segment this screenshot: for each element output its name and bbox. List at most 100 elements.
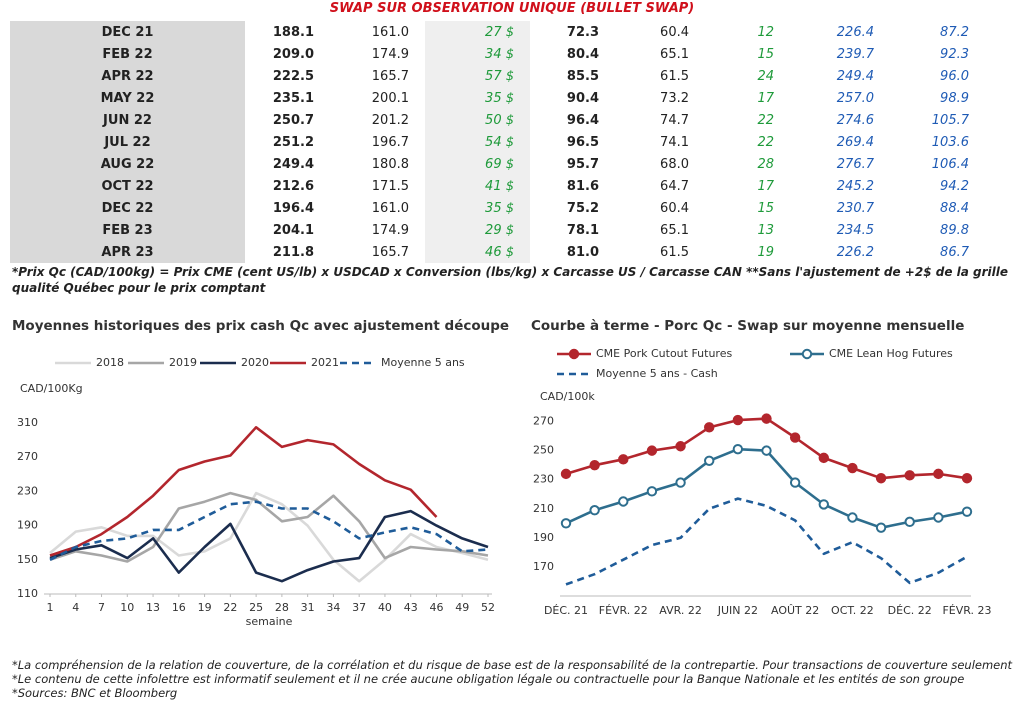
table-row: FEB 23 204.1 174.9 29 $ 78.1 65.1 13 234.5 89.8 [10,219,985,241]
chart-title: Courbe à terme - Porc Qc - Swap sur moye… [531,318,964,334]
x-tick-label: 16 [172,601,186,614]
cell: 64.7 [660,178,689,194]
cell: 105.7 [931,112,969,128]
legend-label: CME Pork Cutout Futures [596,347,732,360]
cell: 78.1 [566,222,599,238]
legend-label: 2018 [96,356,124,369]
cell: 86.7 [940,244,969,260]
cell: 96.0 [940,68,969,84]
cell: 57 $ [425,65,530,87]
cell: 22 [757,112,774,128]
x-tick-label: 19 [198,601,212,614]
x-tick-label: FÉVR. 22 [599,604,648,617]
cell: 75.2 [566,200,599,216]
table-row: DEC 22 196.4 161.0 35 $ 75.2 60.4 15 230.7 88.4 [10,197,985,219]
cell: 87.2 [940,24,969,40]
y-axis-label: CAD/100Kg [20,382,83,395]
x-tick-label: 46 [429,601,443,614]
x-tick-label: AVR. 22 [659,604,702,617]
legend-label: Moyenne 5 ans [381,356,465,369]
marker [904,470,915,481]
marker [646,445,658,456]
cell: 22 [757,134,774,150]
marker [933,512,944,523]
y-tick-label: 310 [17,416,38,429]
x-tick-label: 10 [120,601,134,614]
row-label: JUN 22 [10,109,245,131]
row-label: DEC 21 [10,21,245,43]
marker [761,445,772,456]
cell: 230.7 [836,200,874,216]
cell: 106.4 [931,156,969,172]
cell: 204.1 [272,222,314,238]
marker [933,468,944,480]
cell: 226.4 [836,24,874,40]
cell: 94.2 [940,178,969,194]
marker [589,459,600,471]
x-tick-label: 34 [326,601,340,614]
cell: 27 $ [425,21,530,43]
row-label: AUG 22 [10,153,245,175]
cell: 35 $ [425,197,530,219]
cell: 74.1 [660,134,689,150]
chart-title: Moyennes historiques des prix cash Qc av… [12,318,509,334]
cell: 90.4 [566,90,599,106]
y-tick-label: 110 [17,587,38,600]
cell: 68.0 [660,156,689,172]
cell: 171.5 [371,178,409,194]
legend-label: CME Lean Hog Futures [829,347,953,360]
cell: 250.7 [272,112,314,128]
row-label: MAY 22 [10,87,245,109]
marker [875,473,887,484]
cell: 98.9 [940,90,969,106]
cell: 85.5 [566,68,599,84]
cell: 46 $ [425,241,530,263]
cell: 60.4 [660,24,689,40]
x-tick-label: DÉC. 21 [544,604,588,617]
row-label: FEB 23 [10,219,245,241]
cell: 35 $ [425,87,530,109]
cell: 196.7 [371,134,409,150]
cell: 19 [757,244,774,260]
cell: 245.2 [836,178,874,194]
footnote: *Le contenu de cette infolettre est info… [12,672,965,686]
x-tick-label: 25 [249,601,263,614]
x-tick-label: AOÛT 22 [771,604,819,617]
cell: 61.5 [660,244,689,260]
cell: 41 $ [425,175,530,197]
cell: 54 $ [425,131,530,153]
marker [961,473,973,484]
marker [704,455,715,466]
table-row: DEC 21 188.1 161.0 27 $ 72.3 60.4 12 226.4 87.2 [10,21,985,43]
marker [904,516,915,528]
legend-label: 2020 [241,356,269,369]
cell: 65.1 [660,46,689,62]
marker [875,522,887,533]
x-tick-label: DÉC. 22 [888,604,932,617]
x-tick-label: 37 [352,601,366,614]
footer: *La compréhension de la relation de couv… [12,658,1012,700]
cell: 274.6 [836,112,874,128]
marker [847,512,858,523]
x-tick-label: OCT. 22 [831,604,874,617]
marker [675,441,686,452]
cell: 161.0 [371,200,409,216]
cell: 92.3 [940,46,969,62]
cell: 17 [757,90,774,106]
footnote: *La compréhension de la relation de couv… [12,658,1013,672]
cell: 34 $ [425,43,530,65]
y-tick-label: 230 [533,473,554,486]
cell: 29 $ [425,219,530,241]
cell: 96.5 [566,134,599,150]
cell: 74.7 [660,112,689,128]
cell: 24 [757,68,774,84]
table-row: JUL 22 251.2 196.7 54 $ 96.5 74.1 22 269.4 103.6 [10,131,985,153]
swap-table: DEC 21 188.1 161.0 27 $ 72.3 60.4 12 226.4 87.2 F… [10,21,985,263]
row-label: FEB 22 [10,43,245,65]
cell: 174.9 [371,222,409,238]
cell: 201.2 [371,112,409,128]
table-row: OCT 22 212.6 171.5 41 $ 81.6 64.7 17 245.2 94.2 [10,175,985,197]
marker [761,413,772,424]
x-tick-label: 52 [481,601,495,614]
